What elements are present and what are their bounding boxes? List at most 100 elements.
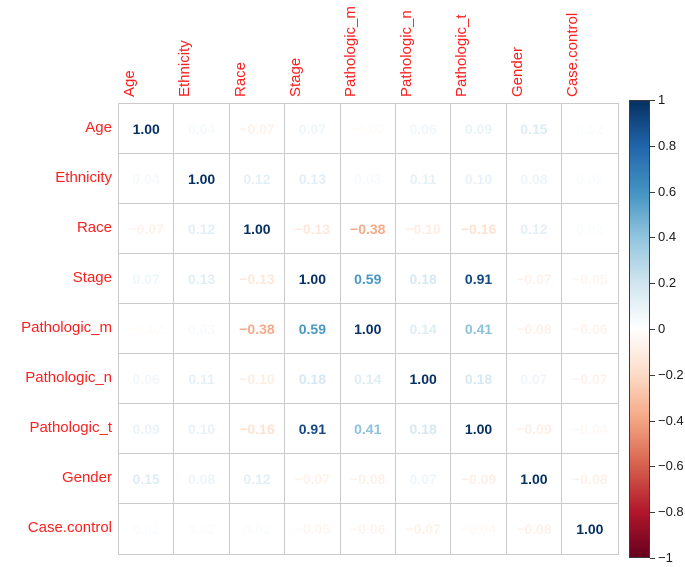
matrix-cell-ethnicity-x-ethnicity: 1.00 — [174, 154, 230, 204]
column-label-race: Race — [231, 61, 249, 97]
matrix-cell-case-control-x-gender: −0.08 — [506, 504, 563, 554]
matrix-cell-age-x-race: −0.07 — [229, 104, 286, 154]
colorbar-tick-label: −0.8 — [658, 504, 684, 520]
matrix-cell-age-x-pathologic-n: 0.06 — [395, 104, 452, 154]
matrix-cell-gender-x-ethnicity: 0.08 — [174, 454, 230, 504]
matrix-cell-case-control-x-race: 0.02 — [229, 504, 286, 554]
matrix-cell-case-control-x-stage: −0.05 — [285, 504, 341, 554]
column-label-pathologic-m: Pathologic_m — [342, 6, 360, 97]
row-label-pathologic-t: Pathologic_t — [29, 419, 112, 436]
row-label-stage: Stage — [72, 269, 112, 286]
matrix-cell-stage-x-age: 0.07 — [119, 254, 175, 304]
row-label-case-control: Case.control — [27, 519, 112, 536]
matrix-cell-race-x-pathologic-t: −0.16 — [451, 204, 507, 254]
colorbar-tick-label: 0.6 — [658, 183, 677, 199]
row-label-race: Race — [76, 219, 112, 236]
colorbar-tick-label: 0.4 — [658, 229, 677, 245]
matrix-cell-race-x-race: 1.00 — [229, 204, 286, 254]
matrix-cell-stage-x-case-control: −0.05 — [562, 254, 618, 304]
matrix-cell-ethnicity-x-pathologic-n: 0.11 — [395, 154, 452, 204]
matrix-cell-stage-x-stage: 1.00 — [285, 254, 341, 304]
column-label-pathologic-t: Pathologic_t — [453, 14, 471, 97]
column-label-case-control: Case.control — [563, 12, 581, 97]
matrix-cell-pathologic-m-x-race: −0.38 — [229, 304, 286, 354]
matrix-cell-ethnicity-x-stage: 0.13 — [285, 154, 341, 204]
colorbar-tick-label: 0 — [658, 321, 666, 336]
colorbar-tick — [650, 558, 655, 559]
matrix-cell-gender-x-gender: 1.00 — [506, 454, 563, 504]
matrix-cell-case-control-x-pathologic-n: −0.07 — [395, 504, 452, 554]
colorbar-tick — [650, 466, 655, 468]
column-label-stage: Stage — [286, 57, 304, 97]
matrix-cell-pathologic-t-x-pathologic-t: 1.00 — [451, 404, 507, 454]
matrix-cell-pathologic-n-x-case-control: −0.07 — [562, 354, 618, 404]
colorbar-tick-label: 1 — [658, 92, 666, 107]
matrix-cell-stage-x-pathologic-t: 0.91 — [451, 254, 507, 304]
colorbar-tick-label: −0.2 — [658, 366, 684, 382]
matrix-cell-pathologic-t-x-case-control: −0.04 — [562, 404, 618, 454]
matrix-cell-stage-x-pathologic-n: 0.18 — [395, 254, 452, 304]
matrix-cell-pathologic-m-x-age: −0.02 — [119, 304, 175, 354]
matrix-grid: 1.00 0.04 −0.07 0.07 −0.02 0.06 0.09 0.15 0.02 0.… — [118, 103, 619, 555]
colorbar-gradient — [629, 100, 650, 558]
matrix-cell-pathologic-n-x-age: 0.06 — [119, 354, 175, 404]
colorbar-tick — [650, 100, 655, 101]
matrix-cell-age-x-stage: 0.07 — [285, 104, 341, 154]
column-label-ethnicity: Ethnicity — [176, 40, 194, 97]
matrix-cell-stage-x-pathologic-m: 0.59 — [340, 254, 396, 304]
matrix-cell-pathologic-t-x-gender: −0.09 — [506, 404, 563, 454]
matrix-cell-age-x-case-control: 0.02 — [562, 104, 618, 154]
matrix-cell-pathologic-n-x-pathologic-t: 0.18 — [451, 354, 507, 404]
matrix-cell-gender-x-pathologic-t: −0.09 — [451, 454, 507, 504]
matrix-cell-pathologic-t-x-stage: 0.91 — [285, 404, 341, 454]
matrix-cell-age-x-gender: 0.15 — [506, 104, 563, 154]
colorbar-tick — [650, 512, 655, 514]
matrix-cell-race-x-case-control: 0.02 — [562, 204, 618, 254]
matrix-cell-pathologic-m-x-pathologic-n: 0.14 — [395, 304, 452, 354]
matrix-cell-stage-x-gender: −0.07 — [506, 254, 563, 304]
matrix-cell-case-control-x-case-control: 1.00 — [562, 504, 618, 554]
matrix-cell-case-control-x-pathologic-t: −0.04 — [451, 504, 507, 554]
matrix-cell-pathologic-n-x-ethnicity: 0.11 — [174, 354, 230, 404]
matrix-cell-race-x-age: −0.07 — [119, 204, 175, 254]
matrix-cell-stage-x-race: −0.13 — [229, 254, 286, 304]
matrix-cell-pathologic-m-x-pathologic-t: 0.41 — [451, 304, 507, 354]
colorbar-tick-label: 0.8 — [658, 137, 677, 153]
matrix-cell-race-x-stage: −0.13 — [285, 204, 341, 254]
column-label-age: Age — [120, 70, 138, 97]
colorbar-tick-label: 0.2 — [658, 275, 677, 291]
colorbar-tick — [650, 237, 655, 239]
matrix-cell-ethnicity-x-gender: 0.08 — [506, 154, 563, 204]
column-label-pathologic-n: Pathologic_n — [397, 10, 415, 97]
row-label-pathologic-m: Pathologic_m — [21, 319, 112, 336]
colorbar-tick — [650, 283, 655, 285]
colorbar-tick — [650, 329, 655, 330]
matrix-cell-age-x-age: 1.00 — [119, 104, 175, 154]
matrix-cell-race-x-pathologic-n: −0.10 — [395, 204, 452, 254]
colorbar-tick — [650, 420, 655, 422]
matrix-cell-age-x-pathologic-m: −0.02 — [340, 104, 396, 154]
matrix-cell-gender-x-stage: −0.07 — [285, 454, 341, 504]
row-label-gender: Gender — [61, 469, 112, 486]
matrix-cell-case-control-x-age: 0.02 — [119, 504, 175, 554]
matrix-cell-pathologic-m-x-case-control: −0.06 — [562, 304, 618, 354]
matrix-cell-pathologic-t-x-race: −0.16 — [229, 404, 286, 454]
row-label-pathologic-n: Pathologic_n — [25, 369, 112, 386]
matrix-cell-pathologic-n-x-stage: 0.18 — [285, 354, 341, 404]
matrix-cell-ethnicity-x-age: 0.04 — [119, 154, 175, 204]
matrix-cell-pathologic-t-x-pathologic-m: 0.41 — [340, 404, 396, 454]
matrix-cell-race-x-pathologic-m: −0.38 — [340, 204, 396, 254]
matrix-cell-pathologic-t-x-ethnicity: 0.10 — [174, 404, 230, 454]
matrix-cell-age-x-ethnicity: 0.04 — [174, 104, 230, 154]
matrix-cell-pathologic-n-x-pathologic-n: 1.00 — [395, 354, 452, 404]
matrix-cell-ethnicity-x-race: 0.12 — [229, 154, 286, 204]
matrix-cell-race-x-ethnicity: 0.12 — [174, 204, 230, 254]
matrix-cell-gender-x-race: 0.12 — [229, 454, 286, 504]
colorbar-tick — [650, 191, 655, 193]
colorbar-tick-label: −0.6 — [658, 458, 684, 474]
colorbar-tick-label: −1 — [658, 550, 673, 565]
matrix-cell-pathologic-m-x-gender: −0.08 — [506, 304, 563, 354]
row-label-age: Age — [85, 119, 112, 136]
matrix-cell-pathologic-m-x-pathologic-m: 1.00 — [340, 304, 396, 354]
